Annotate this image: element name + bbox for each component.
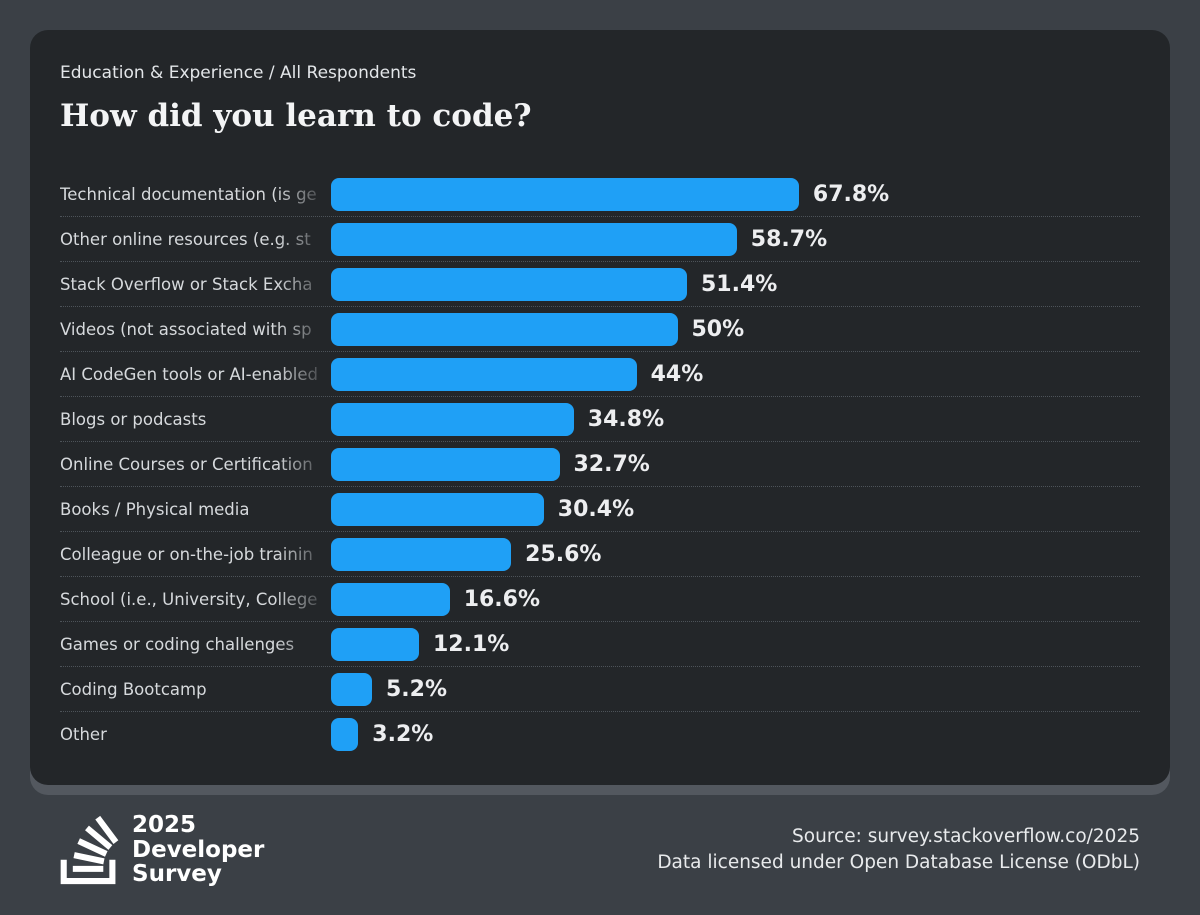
bar [331, 402, 574, 436]
bar-area: 67.8% [331, 177, 1140, 211]
chart-row: Books / Physical media 30.4% [60, 487, 1140, 532]
bar-area: 5.2% [331, 672, 1140, 706]
bar [331, 177, 799, 211]
bar [331, 492, 544, 526]
bar [331, 267, 687, 301]
chart-row: Online Courses or Certification 32.7% [60, 442, 1140, 487]
bar [331, 357, 637, 391]
category-label: Technical documentation (is ge [60, 184, 331, 204]
value-label: 16.6% [463, 586, 541, 612]
category-label: Books / Physical media [60, 499, 331, 519]
chart-row: Stack Overflow or Stack Excha 51.4% [60, 262, 1140, 307]
footer: 2025 Developer Survey Source: survey.sta… [60, 798, 1140, 902]
bar-area: 32.7% [331, 447, 1140, 481]
license-line: Data licensed under Open Database Licens… [657, 852, 1140, 873]
brand-line-survey: Survey [132, 861, 222, 888]
bar-area: 34.8% [331, 402, 1140, 436]
category-label: Other [60, 725, 331, 744]
chart-row: Games or coding challenges 12.1% [60, 622, 1140, 667]
breadcrumb: Education & Experience / All Respondents [60, 63, 417, 83]
value-label: 44% [650, 361, 704, 387]
bar [331, 627, 419, 661]
bar [331, 537, 512, 571]
brand-lockup: 2025 Developer Survey [60, 811, 264, 889]
value-label: 25.6% [525, 541, 602, 567]
chart-row: Other 3.2% [60, 712, 1140, 757]
bar [331, 222, 737, 256]
value-label: 3.2% [372, 722, 434, 747]
category-label: Other online resources (e.g. st [60, 229, 331, 249]
value-label: 58.7% [750, 226, 828, 252]
page-title: How did you learn to code? [60, 98, 532, 134]
bar-chart: Technical documentation (is ge 67.8% Other… [60, 172, 1140, 757]
bar-area: 50% [331, 312, 1140, 346]
value-label: 34.8% [587, 406, 665, 432]
category-label: Videos (not associated with sp [60, 319, 331, 339]
chart-row: Videos (not associated with sp 50% [60, 307, 1140, 352]
value-label: 5.2% [386, 676, 448, 702]
value-label: 67.8% [812, 181, 890, 207]
chart-row: Other online resources (e.g. st 58.7% [60, 217, 1140, 262]
source-attribution: Source: survey.stackoverflow.co/2025 Dat… [657, 824, 1140, 876]
category-label: Online Courses or Certification [60, 454, 331, 474]
bar-area: 58.7% [331, 222, 1140, 256]
bar [331, 718, 359, 751]
bar [331, 312, 678, 346]
category-label: Blogs or podcasts [60, 409, 331, 429]
source-line: Source: survey.stackoverflow.co/2025 [792, 826, 1140, 847]
chart-row: Blogs or podcasts 34.8% [60, 397, 1140, 442]
bar [331, 447, 560, 481]
category-label: AI CodeGen tools or AI-enabled [60, 364, 331, 384]
bar-area: 44% [331, 357, 1140, 391]
chart-row: Technical documentation (is ge 67.8% [60, 172, 1140, 217]
chart-row: Coding Bootcamp 5.2% [60, 667, 1140, 712]
category-label: Games or coding challenges [60, 634, 331, 654]
value-label: 51.4% [701, 271, 778, 297]
category-label: Stack Overflow or Stack Excha [60, 274, 331, 294]
brand-line-year: 2025 [132, 812, 197, 839]
chart-card: Education & Experience / All Respondents… [30, 30, 1170, 785]
chart-row: Colleague or on-the-job trainin 25.6% [60, 532, 1140, 577]
chart-row: School (i.e., University, College 16.6% [60, 577, 1140, 622]
bar-area: 25.6% [331, 537, 1140, 571]
value-label: 50% [691, 316, 745, 342]
bar-area: 16.6% [331, 582, 1140, 616]
brand-line-developer: Developer [132, 836, 265, 863]
value-label: 32.7% [573, 451, 650, 477]
chart-row: AI CodeGen tools or AI-enabled 44% [60, 352, 1140, 397]
bar-area: 30.4% [331, 492, 1140, 526]
bar-area: 12.1% [331, 627, 1140, 661]
bar-area: 3.2% [331, 718, 1140, 751]
category-label: Colleague or on-the-job trainin [60, 544, 331, 564]
bar [331, 582, 450, 616]
stackoverflow-logo-icon [60, 815, 119, 885]
value-label: 30.4% [557, 496, 635, 522]
bar [331, 672, 372, 706]
value-label: 12.1% [433, 631, 510, 657]
category-label: Coding Bootcamp [60, 679, 331, 699]
brand-text: 2025 Developer Survey [132, 813, 264, 887]
bar-area: 51.4% [331, 267, 1140, 301]
category-label: School (i.e., University, College [60, 589, 331, 609]
